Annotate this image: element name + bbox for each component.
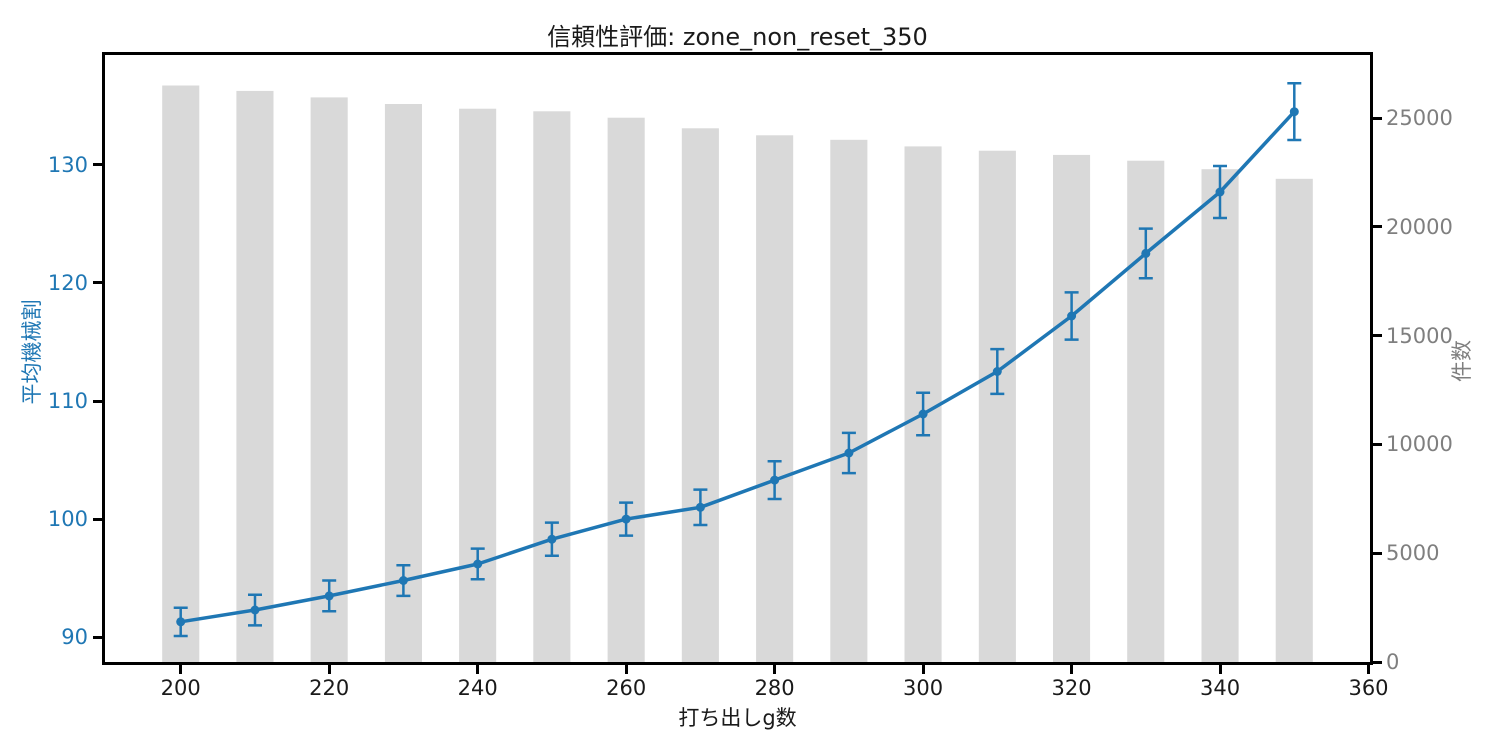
x-tick-mark — [327, 665, 331, 674]
y-right-tick-label: 15000 — [1386, 323, 1453, 348]
data-point-marker — [547, 534, 557, 544]
y-right-tick-label: 25000 — [1386, 106, 1453, 131]
y-right-tick-label: 10000 — [1386, 432, 1453, 457]
x-tick-mark — [179, 665, 183, 674]
count-bar — [310, 97, 348, 662]
x-tick-mark — [1367, 665, 1370, 674]
data-point-marker — [473, 559, 483, 569]
x-tick-mark — [773, 665, 777, 674]
plot-canvas — [162, 82, 1313, 662]
y-right-tick-label: 20000 — [1386, 214, 1453, 239]
x-tick-label: 240 — [457, 676, 498, 700]
data-point-marker — [1289, 107, 1299, 117]
x-axis-label: 打ち出しg数 — [678, 706, 797, 730]
x-tick-label: 360 — [1348, 676, 1389, 700]
count-bar — [756, 135, 794, 662]
data-point-marker — [992, 367, 1002, 376]
x-tick-label: 260 — [606, 676, 647, 700]
x-tick-mark — [1218, 665, 1222, 674]
y-left-tick-mark — [93, 281, 102, 285]
x-tick-mark — [921, 665, 925, 674]
plot-area — [102, 52, 1373, 665]
data-point-marker — [844, 448, 854, 458]
data-point-marker — [250, 605, 260, 615]
y-right-tick-label: 0 — [1386, 650, 1400, 674]
x-tick-label: 320 — [1051, 676, 1092, 700]
y-left-tick-mark — [93, 517, 102, 521]
x-tick-mark — [1070, 665, 1074, 674]
data-point-marker — [695, 502, 705, 512]
x-tick-label: 300 — [903, 676, 944, 700]
x-tick-label: 220 — [309, 676, 350, 700]
count-bar — [607, 117, 645, 662]
count-bar — [681, 128, 719, 662]
count-bar — [533, 111, 571, 662]
count-bar — [830, 139, 868, 662]
data-point-marker — [1067, 311, 1077, 321]
data-point-marker — [324, 591, 334, 601]
mean-line — [178, 109, 1297, 624]
y-right-tick-mark — [1373, 116, 1382, 120]
y-right-tick-mark — [1373, 660, 1382, 664]
y-right-tick-mark — [1373, 551, 1382, 555]
count-bar — [978, 150, 1016, 662]
y-right-tick-mark — [1373, 334, 1382, 338]
y-right-tick-mark — [1373, 225, 1382, 229]
count-bar — [1275, 178, 1313, 662]
y-left-tick-mark — [93, 399, 102, 403]
y-left-tick-label: 90 — [61, 625, 88, 650]
x-tick-label: 200 — [160, 676, 201, 700]
y-right-tick-mark — [1373, 442, 1382, 446]
y-left-tick-mark — [93, 163, 102, 167]
x-tick-mark — [624, 665, 628, 674]
count-bar — [162, 85, 200, 662]
y-left-tick-label: 120 — [47, 270, 88, 295]
chart-title: 信頼性評価: zone_non_reset_350 — [547, 23, 928, 51]
count-bar — [1201, 169, 1239, 662]
data-point-marker — [176, 617, 186, 627]
y-left-tick-mark — [93, 635, 102, 639]
y-left-tick-label: 130 — [47, 152, 88, 177]
data-point-marker — [1215, 187, 1225, 197]
y-left-tick-label: 100 — [47, 507, 88, 532]
data-point-marker — [621, 514, 631, 524]
data-point-marker — [398, 576, 408, 585]
x-tick-mark — [476, 665, 480, 674]
data-point-marker — [918, 409, 928, 419]
y-right-tick-label: 5000 — [1386, 541, 1440, 566]
count-bar — [236, 90, 274, 662]
x-tick-label: 280 — [754, 676, 795, 700]
x-tick-label: 340 — [1199, 676, 1241, 700]
data-point-marker — [1141, 248, 1151, 258]
count-bar — [1053, 154, 1091, 662]
data-point-marker — [770, 475, 780, 485]
y-left-tick-label: 110 — [47, 389, 88, 413]
